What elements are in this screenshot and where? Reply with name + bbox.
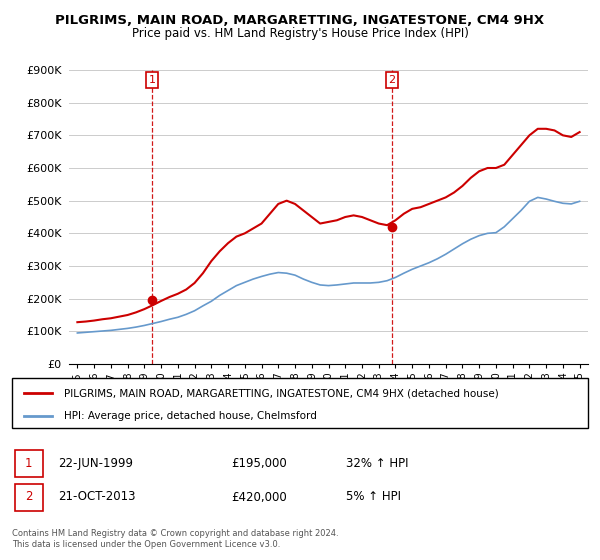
Text: 22-JUN-1999: 22-JUN-1999	[58, 457, 133, 470]
Text: Contains HM Land Registry data © Crown copyright and database right 2024.
This d: Contains HM Land Registry data © Crown c…	[12, 529, 338, 549]
Text: 5% ↑ HPI: 5% ↑ HPI	[346, 491, 401, 503]
Text: 21-OCT-2013: 21-OCT-2013	[58, 491, 136, 503]
FancyBboxPatch shape	[12, 378, 588, 428]
Text: 2: 2	[25, 491, 32, 503]
Text: 32% ↑ HPI: 32% ↑ HPI	[346, 457, 409, 470]
Text: 2: 2	[389, 75, 395, 85]
Text: £195,000: £195,000	[231, 457, 287, 470]
Text: 1: 1	[149, 75, 156, 85]
Text: Price paid vs. HM Land Registry's House Price Index (HPI): Price paid vs. HM Land Registry's House …	[131, 27, 469, 40]
Text: £420,000: £420,000	[231, 491, 287, 503]
Text: 1: 1	[25, 457, 32, 470]
Text: PILGRIMS, MAIN ROAD, MARGARETTING, INGATESTONE, CM4 9HX: PILGRIMS, MAIN ROAD, MARGARETTING, INGAT…	[55, 14, 545, 27]
Text: HPI: Average price, detached house, Chelmsford: HPI: Average price, detached house, Chel…	[64, 411, 317, 421]
Text: PILGRIMS, MAIN ROAD, MARGARETTING, INGATESTONE, CM4 9HX (detached house): PILGRIMS, MAIN ROAD, MARGARETTING, INGAT…	[64, 388, 499, 398]
FancyBboxPatch shape	[15, 484, 43, 511]
FancyBboxPatch shape	[15, 450, 43, 477]
